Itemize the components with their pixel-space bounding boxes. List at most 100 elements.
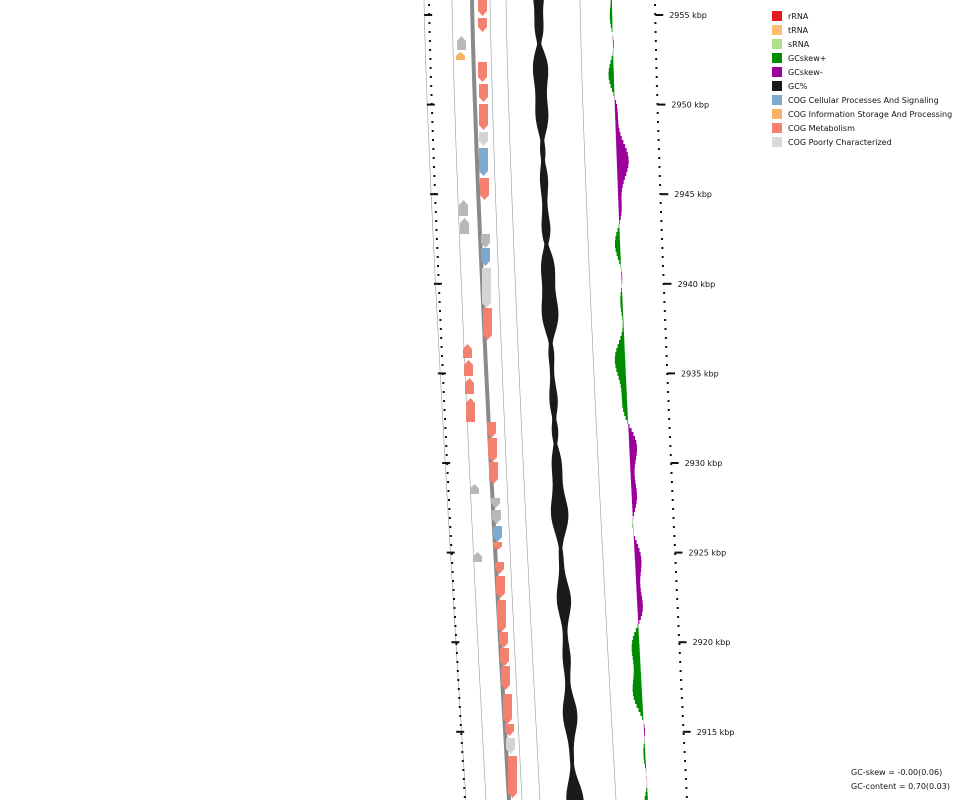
gene-arrow (478, 18, 487, 32)
ruler-tick-minor (444, 418, 446, 420)
gene-arrow (466, 398, 475, 422)
ruler-tick-minor (435, 220, 438, 222)
ruler-tick-major (446, 551, 455, 554)
ruler-tick-label: 2915 kbp (697, 728, 735, 737)
gc-skew-track (608, 0, 648, 800)
ruler-tick-minor (670, 481, 673, 483)
track-guide-line (423, 0, 467, 800)
ruler-tick-minor (448, 499, 450, 501)
gene-arrow (493, 526, 502, 542)
legend-item-cog-metabolism: COG Metabolism (772, 121, 952, 135)
gene-arrow (488, 438, 497, 462)
ruler-tick-minor (658, 157, 661, 159)
ruler-tick-minor (663, 301, 666, 303)
ruler-tick-minor (660, 220, 663, 222)
ruler-tick-minor (659, 184, 662, 186)
ruler-tick-minor (435, 238, 438, 240)
legend-label: COG Metabolism (788, 123, 855, 133)
ruler-tick-minor (455, 643, 458, 645)
ruler-tick-minor (672, 508, 675, 510)
ruler-tick-minor (677, 616, 680, 618)
ruler-tick-minor (439, 319, 442, 321)
ruler-tick-minor (674, 553, 677, 555)
gene-arrow (495, 562, 504, 574)
ruler-tick-minor (435, 229, 438, 231)
ruler-tick-minor (657, 130, 660, 132)
ruler-tick-minor (454, 634, 457, 636)
ruler-tick-minor (434, 211, 437, 213)
ruler-tick-minor (460, 733, 463, 735)
ruler-tick-minor (462, 778, 465, 780)
legend-item-cog-poorly: COG Poorly Characterized (772, 135, 952, 149)
ruler-tick-minor (667, 391, 670, 393)
ruler-tick-minor (429, 67, 432, 69)
ruler-tick-minor (672, 526, 675, 528)
ruler-tick-minor (441, 355, 443, 357)
ruler-tick-minor (677, 634, 680, 636)
ruler-tick-minor (656, 94, 659, 96)
ruler-tick-minor (461, 751, 464, 753)
ruler-tick-minor (433, 184, 436, 186)
gene-arrow (481, 234, 490, 248)
ruler-tick-minor (664, 337, 667, 339)
ruler-tick-minor (654, 40, 657, 42)
gc-content-profile (532, 0, 584, 800)
legend-label: GC% (788, 81, 808, 91)
gene-arrow (497, 600, 506, 632)
ruler-tick-minor (432, 157, 435, 159)
ruler-tick-minor (675, 580, 678, 582)
ruler-tick-minor (654, 4, 656, 6)
ruler-tick-minor (675, 571, 677, 573)
gene-arrow (491, 498, 500, 508)
track-guide-line (451, 0, 487, 800)
ruler-tick-major (430, 193, 439, 196)
ruler-tick-minor (655, 76, 658, 78)
ruler-tick-minor (678, 652, 681, 654)
legend-swatch (772, 95, 782, 105)
ruler-tick-minor (436, 256, 439, 258)
ruler-tick-major (424, 14, 433, 16)
legend-swatch (772, 25, 782, 35)
gc-skew-positive (608, 0, 648, 800)
ruler-tick-minor (459, 715, 462, 717)
ruler-tick-label: 2925 kbp (689, 549, 727, 558)
ruler-tick-minor (453, 598, 455, 600)
ruler-tick-label: 2955 kbp (669, 11, 707, 20)
ruler-tick-minor (675, 589, 678, 591)
track-guide-line (505, 0, 541, 800)
gene-arrow (479, 148, 488, 176)
ruler-tick-minor (669, 436, 671, 438)
legend-item-trna: tRNA (772, 23, 952, 37)
ruler-tick-minor (676, 598, 679, 600)
gene-arrow (493, 542, 502, 550)
ruler-tick-major (674, 551, 683, 554)
ruler-tick-minor (458, 706, 461, 708)
ruler-tick-major (433, 282, 442, 285)
sequence-stats: GC-skew = -0.00(0.06) GC-content = 0.70(… (851, 766, 950, 794)
ruler-tick-minor (655, 49, 657, 51)
ruler-tick-minor (463, 796, 466, 798)
ruler-tick-major (451, 641, 460, 644)
ruler-tick-minor (432, 148, 435, 150)
ruler-tick-minor (682, 733, 685, 735)
ruler-tick-minor (679, 670, 682, 672)
ruler-tick-minor (461, 760, 464, 762)
ruler-tick-minor (430, 85, 433, 87)
ruler-tick-minor (429, 58, 432, 60)
gene-arrow (480, 178, 489, 200)
ruler-tick-minor (669, 445, 672, 447)
ruler-tick-label: 2920 kbp (693, 638, 731, 647)
legend-swatch (772, 67, 782, 77)
ruler-tick-minor (437, 274, 440, 276)
ruler-tick-minor (656, 112, 659, 114)
gene-arrow (479, 104, 488, 130)
ruler-tick-minor (454, 625, 457, 627)
legend-item-rrna: rRNA (772, 9, 952, 23)
ruler-tick-minor (654, 31, 657, 33)
ruler-tick-minor (681, 706, 684, 708)
ruler-tick-minor (685, 796, 688, 798)
legend-item-gcskew-minus: GCskew- (772, 65, 952, 79)
ruler-tick-major (663, 282, 672, 285)
ruler-tick-minor (446, 472, 449, 474)
